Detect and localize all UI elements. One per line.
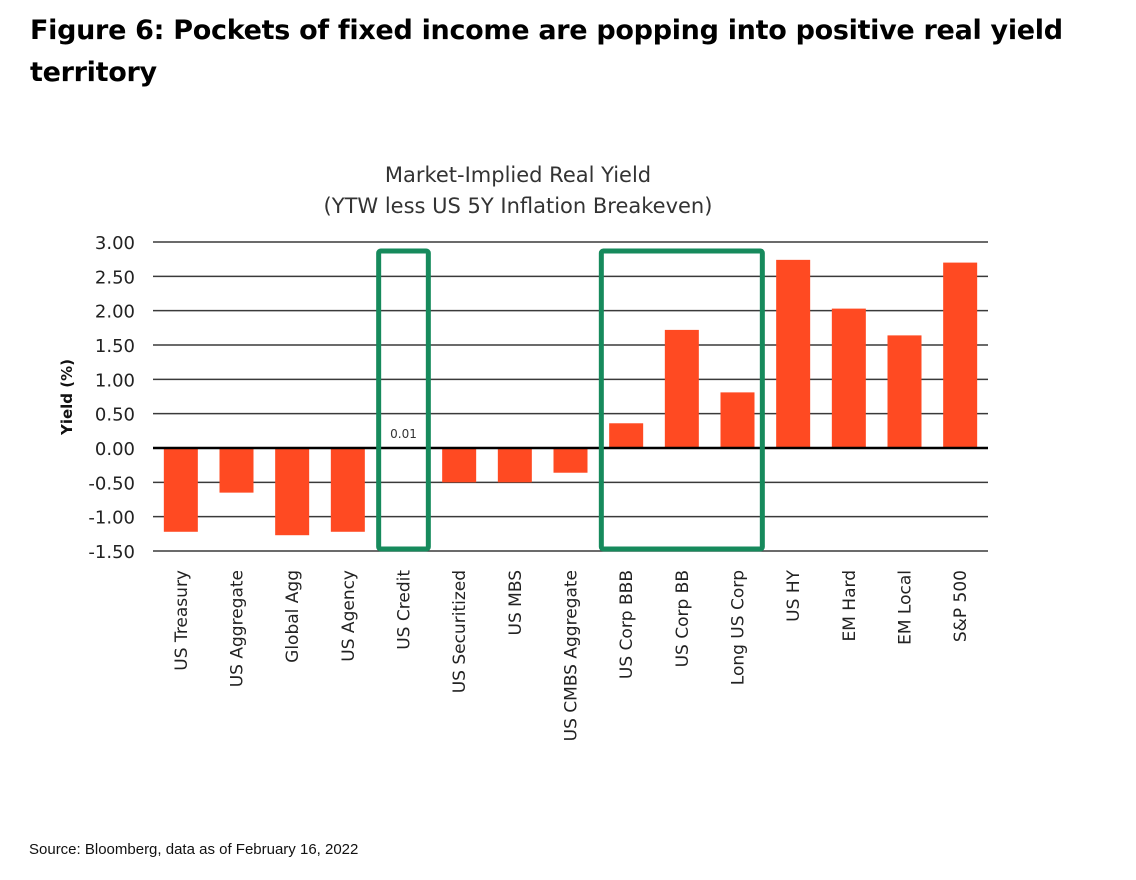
source-note: Source: Bloomberg, data as of February 1… bbox=[29, 841, 359, 858]
x-tick-label: US Agency bbox=[339, 570, 359, 662]
highlight-box bbox=[376, 248, 431, 552]
bar bbox=[831, 308, 866, 448]
bar bbox=[442, 448, 477, 483]
y-tick-label: 2.50 bbox=[95, 267, 135, 288]
bar bbox=[497, 448, 532, 483]
y-tick-label: 3.00 bbox=[95, 233, 135, 254]
y-tick-label: -0.50 bbox=[88, 473, 135, 494]
x-tick-label: EM Hard bbox=[840, 570, 860, 642]
bar bbox=[887, 335, 922, 448]
figure-title: Figure 6: Pockets of fixed income are po… bbox=[30, 15, 1063, 88]
y-tick-label: 1.00 bbox=[95, 370, 135, 391]
x-tick-label: Long US Corp bbox=[729, 570, 749, 685]
y-tick-label: -1.00 bbox=[88, 508, 135, 529]
x-tick-label: US Credit bbox=[395, 570, 415, 650]
y-tick-label: 2.00 bbox=[95, 302, 135, 323]
bar bbox=[330, 448, 365, 532]
y-tick-label: 0.50 bbox=[95, 405, 135, 426]
bar bbox=[776, 259, 811, 448]
chart-title: Market-Implied Real Yield bbox=[385, 163, 651, 187]
y-tick-label: 1.50 bbox=[95, 336, 135, 357]
x-tick-label: US HY bbox=[784, 569, 804, 621]
highlight-box bbox=[598, 248, 765, 552]
bar bbox=[609, 423, 644, 448]
x-tick-label: US CMBS Aggregate bbox=[562, 570, 582, 741]
bar bbox=[219, 448, 254, 493]
x-tick-label: US MBS bbox=[506, 570, 526, 635]
bar bbox=[275, 448, 310, 536]
bar bbox=[163, 448, 198, 532]
y-tick-label: -1.50 bbox=[88, 542, 135, 563]
data-label: 0.01 bbox=[390, 427, 417, 441]
x-tick-label: US Corp BBB bbox=[617, 570, 637, 679]
chart-subtitle: (YTW less US 5Y Inflation Breakeven) bbox=[324, 194, 713, 218]
x-tick-label: US Securitized bbox=[450, 570, 470, 693]
x-tick-label: US Corp BB bbox=[673, 570, 693, 667]
y-tick-label: 0.00 bbox=[95, 439, 135, 460]
bar bbox=[943, 262, 978, 448]
x-tick-label: S&P 500 bbox=[951, 570, 971, 642]
y-axis-label: Yield (%) bbox=[58, 359, 76, 436]
x-tick-label: Global Agg bbox=[283, 570, 303, 663]
x-tick-label: EM Local bbox=[896, 570, 916, 645]
x-tick-label: US Aggregate bbox=[228, 570, 248, 687]
bar bbox=[553, 448, 588, 473]
bar bbox=[664, 329, 699, 448]
bar bbox=[720, 392, 755, 448]
x-tick-label: US Treasury bbox=[172, 570, 192, 671]
